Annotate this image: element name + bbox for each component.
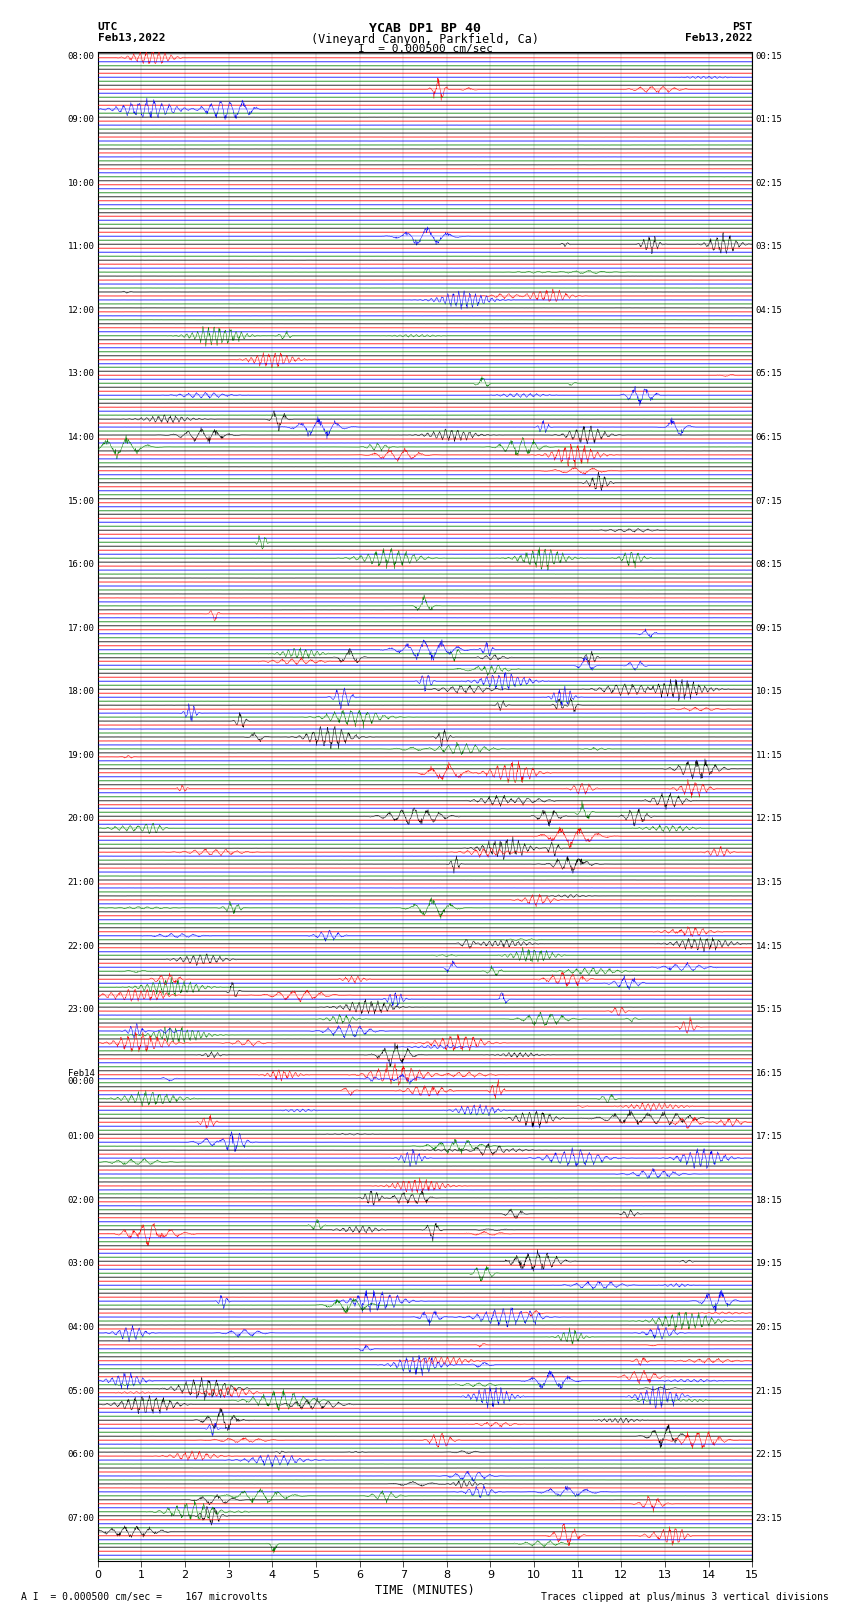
Text: 22:15: 22:15 bbox=[756, 1450, 782, 1460]
Text: YCAB DP1 BP 40: YCAB DP1 BP 40 bbox=[369, 23, 481, 35]
Text: 10:15: 10:15 bbox=[756, 687, 782, 697]
Text: 23:00: 23:00 bbox=[68, 1005, 94, 1015]
X-axis label: TIME (MINUTES): TIME (MINUTES) bbox=[375, 1584, 475, 1597]
Text: 17:00: 17:00 bbox=[68, 624, 94, 632]
Text: (Vineyard Canyon, Parkfield, Ca): (Vineyard Canyon, Parkfield, Ca) bbox=[311, 32, 539, 47]
Text: 05:00: 05:00 bbox=[68, 1387, 94, 1395]
Text: 23:15: 23:15 bbox=[756, 1513, 782, 1523]
Text: 21:15: 21:15 bbox=[756, 1387, 782, 1395]
Text: 22:00: 22:00 bbox=[68, 942, 94, 950]
Text: 12:15: 12:15 bbox=[756, 815, 782, 824]
Text: 04:00: 04:00 bbox=[68, 1323, 94, 1332]
Text: PST: PST bbox=[732, 23, 752, 32]
Text: Feb14: Feb14 bbox=[68, 1069, 94, 1077]
Text: 19:00: 19:00 bbox=[68, 752, 94, 760]
Text: 10:00: 10:00 bbox=[68, 179, 94, 187]
Text: 18:00: 18:00 bbox=[68, 687, 94, 697]
Text: 06:00: 06:00 bbox=[68, 1450, 94, 1460]
Text: 07:00: 07:00 bbox=[68, 1513, 94, 1523]
Text: 08:15: 08:15 bbox=[756, 560, 782, 569]
Text: 20:15: 20:15 bbox=[756, 1323, 782, 1332]
Text: 01:00: 01:00 bbox=[68, 1132, 94, 1142]
Text: Feb13,2022: Feb13,2022 bbox=[685, 32, 752, 44]
Text: 17:15: 17:15 bbox=[756, 1132, 782, 1142]
Text: 13:00: 13:00 bbox=[68, 369, 94, 379]
Text: 04:15: 04:15 bbox=[756, 306, 782, 315]
Text: 14:15: 14:15 bbox=[756, 942, 782, 950]
Text: Feb13,2022: Feb13,2022 bbox=[98, 32, 165, 44]
Text: 07:15: 07:15 bbox=[756, 497, 782, 505]
Text: 15:15: 15:15 bbox=[756, 1005, 782, 1015]
Text: 09:15: 09:15 bbox=[756, 624, 782, 632]
Text: 00:00: 00:00 bbox=[68, 1076, 94, 1086]
Text: 01:15: 01:15 bbox=[756, 115, 782, 124]
Text: 13:15: 13:15 bbox=[756, 877, 782, 887]
Text: 15:00: 15:00 bbox=[68, 497, 94, 505]
Text: A I  = 0.000500 cm/sec =    167 microvolts: A I = 0.000500 cm/sec = 167 microvolts bbox=[21, 1592, 268, 1602]
Text: 11:15: 11:15 bbox=[756, 752, 782, 760]
Text: 20:00: 20:00 bbox=[68, 815, 94, 824]
Text: 03:00: 03:00 bbox=[68, 1260, 94, 1268]
Text: 19:15: 19:15 bbox=[756, 1260, 782, 1268]
Text: 08:00: 08:00 bbox=[68, 52, 94, 61]
Text: Traces clipped at plus/minus 3 vertical divisions: Traces clipped at plus/minus 3 vertical … bbox=[541, 1592, 829, 1602]
Text: 16:00: 16:00 bbox=[68, 560, 94, 569]
Text: 03:15: 03:15 bbox=[756, 242, 782, 252]
Text: 06:15: 06:15 bbox=[756, 432, 782, 442]
Text: 14:00: 14:00 bbox=[68, 432, 94, 442]
Text: I  = 0.000500 cm/sec: I = 0.000500 cm/sec bbox=[358, 44, 492, 55]
Text: 12:00: 12:00 bbox=[68, 306, 94, 315]
Text: 09:00: 09:00 bbox=[68, 115, 94, 124]
Text: 18:15: 18:15 bbox=[756, 1195, 782, 1205]
Text: 02:00: 02:00 bbox=[68, 1195, 94, 1205]
Text: 11:00: 11:00 bbox=[68, 242, 94, 252]
Text: 21:00: 21:00 bbox=[68, 877, 94, 887]
Text: 00:15: 00:15 bbox=[756, 52, 782, 61]
Text: 05:15: 05:15 bbox=[756, 369, 782, 379]
Text: 16:15: 16:15 bbox=[756, 1069, 782, 1077]
Text: 02:15: 02:15 bbox=[756, 179, 782, 187]
Text: UTC: UTC bbox=[98, 23, 118, 32]
